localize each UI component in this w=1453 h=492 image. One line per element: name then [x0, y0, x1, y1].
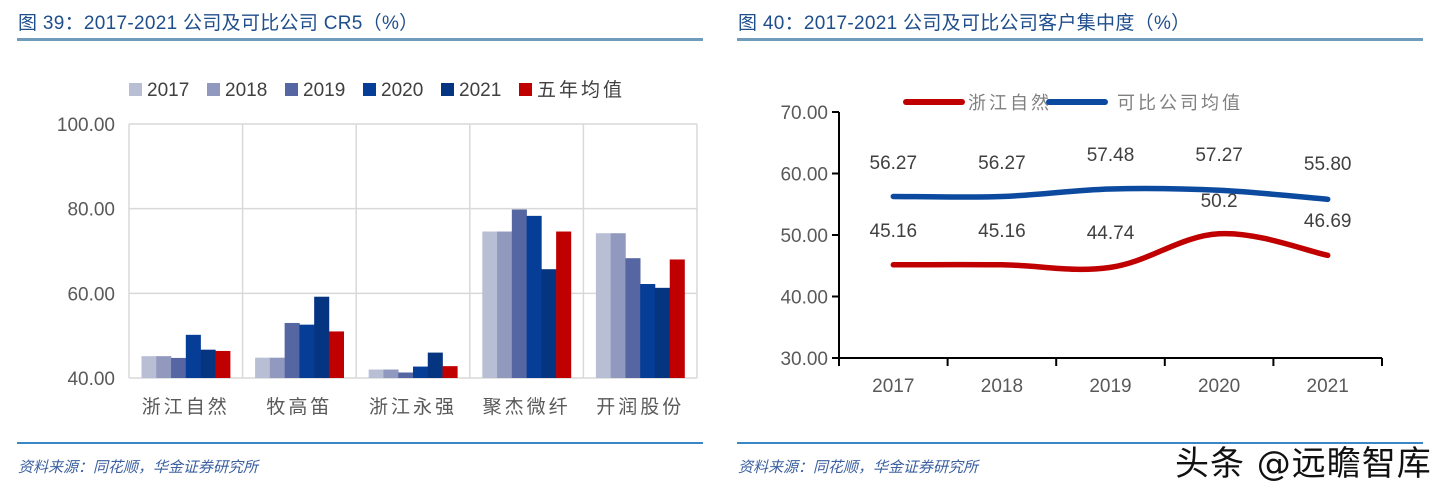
legend-label: 五年均值 [537, 79, 625, 101]
bar [640, 284, 656, 378]
x-tick-label: 2018 [981, 376, 1023, 397]
bar [328, 331, 345, 378]
data-label: 56.27 [870, 153, 918, 174]
left-source-note: 资料来源：同花顺，华金证券研究所 [18, 458, 259, 476]
y-tick-label: 60.00 [780, 165, 828, 186]
bar [442, 366, 458, 378]
bar [610, 233, 626, 378]
bar [427, 352, 443, 378]
bar [625, 258, 641, 378]
legend-label: 2021 [459, 80, 501, 101]
left-figure-panel: 图 39：2017-2021 公司及可比公司 CR5（%） 100.00 80.0… [0, 0, 720, 492]
y-tick-label: 30.00 [780, 349, 828, 370]
bar [299, 324, 315, 378]
x-tick-label: 2019 [1089, 376, 1131, 397]
right-title-divider [737, 38, 1423, 41]
data-label: 45.16 [978, 221, 1026, 242]
right-figure-panel: 图 40：2017-2021 公司及可比公司客户集中度（%） 70.00 60.0… [720, 0, 1453, 492]
data-label: 46.69 [1304, 211, 1352, 232]
y-tick-label: 50.00 [780, 226, 828, 247]
bar [156, 356, 172, 378]
x-tick-label: 2020 [1198, 376, 1240, 397]
customer-concentration-line-chart: 70.00 60.00 50.00 40.00 30.00 2017 2018 2019 202… [780, 93, 1383, 397]
legend-label: 2020 [381, 80, 423, 101]
x-category-label: 开润股份 [596, 396, 684, 418]
bar [526, 215, 542, 378]
cr5-bar-chart: 100.00 80.00 60.00 40.00 浙江自然 牧高笛 浙江永强 聚杰微纤 开润股份… [57, 79, 698, 418]
x-category-label: 浙江自然 [142, 396, 230, 418]
bar [171, 357, 187, 378]
x-tick-label: 2017 [872, 376, 914, 397]
bar [255, 357, 271, 378]
line-series [890, 185, 1331, 203]
y-tick-label: 80.00 [67, 200, 115, 221]
legend-swatch [363, 83, 376, 96]
bar [398, 372, 414, 378]
legend-swatch [441, 83, 454, 96]
left-title-divider [17, 38, 703, 41]
bar [141, 356, 157, 378]
bar [413, 366, 429, 378]
legend-swatch [129, 83, 142, 96]
legend-label: 2017 [147, 80, 189, 101]
data-label: 50.2 [1201, 191, 1238, 212]
y-tick-label: 60.00 [67, 284, 115, 305]
bar [368, 369, 384, 378]
bar [200, 349, 216, 378]
legend-label: 2018 [225, 80, 267, 101]
legend-swatch [519, 83, 532, 96]
bar [556, 231, 572, 378]
legend-label: 可比公司均值 [1117, 93, 1243, 113]
bar [541, 269, 557, 378]
right-source-divider [737, 442, 1423, 444]
right-source-note: 资料来源：同花顺，华金证券研究所 [738, 458, 979, 476]
left-source-divider [17, 442, 703, 444]
bar [185, 334, 201, 378]
data-label: 44.74 [1087, 223, 1135, 244]
bar [654, 287, 671, 378]
watermark: 头条 @远瞻智库 [1175, 444, 1432, 484]
bar [497, 231, 513, 378]
bar [482, 231, 498, 378]
data-label: 56.27 [978, 153, 1026, 174]
bar [284, 322, 300, 378]
data-label: 57.48 [1087, 145, 1135, 166]
bar [215, 350, 231, 378]
right-figure-title: 图 40：2017-2021 公司及可比公司客户集中度（%） [738, 13, 1191, 34]
bar [314, 296, 330, 378]
y-tick-label: 70.00 [780, 103, 828, 124]
y-tick-label: 40.00 [780, 288, 828, 309]
left-figure-title: 图 39：2017-2021 公司及可比公司 CR5（%） [18, 13, 419, 34]
legend-swatch [207, 83, 220, 96]
y-tick-label: 100.00 [57, 115, 115, 136]
legend-label: 浙江自然 [968, 93, 1052, 113]
legend-swatch [285, 83, 298, 96]
bar [511, 209, 527, 378]
x-category-label: 牧高笛 [266, 396, 332, 418]
x-category-label: 浙江永强 [369, 396, 457, 418]
data-label: 55.80 [1304, 154, 1352, 175]
bar [595, 233, 611, 378]
legend-label: 2019 [303, 80, 345, 101]
data-label: 57.27 [1195, 145, 1243, 166]
y-tick-label: 40.00 [67, 369, 115, 390]
bar [383, 369, 399, 378]
x-tick-label: 2021 [1307, 376, 1349, 397]
bar [269, 357, 285, 378]
x-category-label: 聚杰微纤 [483, 396, 571, 418]
line-series [890, 230, 1331, 273]
data-label: 45.16 [870, 221, 918, 242]
bar [669, 259, 685, 378]
